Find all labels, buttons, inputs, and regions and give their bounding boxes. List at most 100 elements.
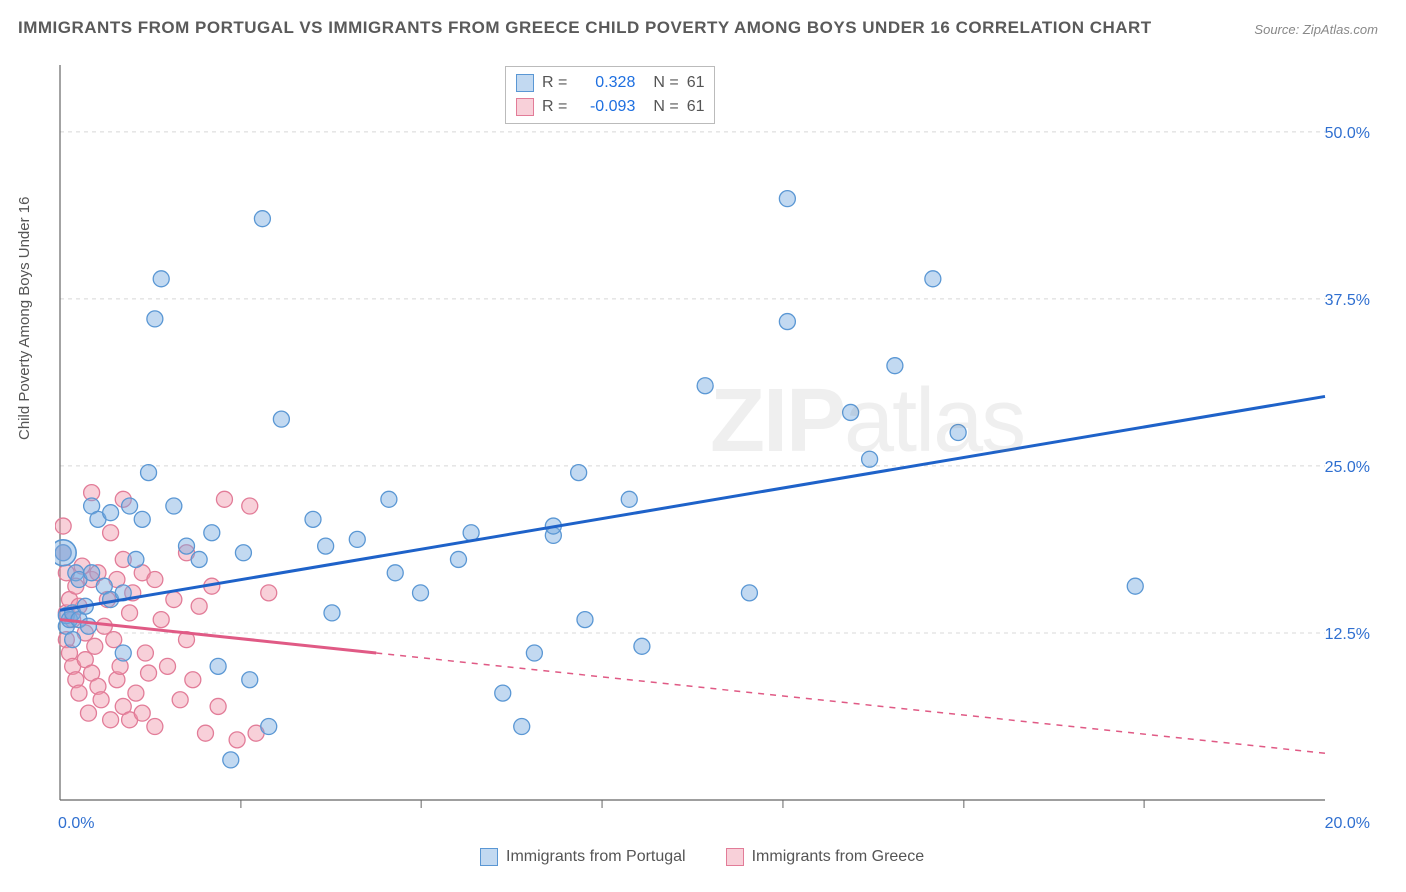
scatter-point: [634, 638, 650, 654]
scatter-plot: 12.5% 25.0% 37.5% 50.0% 0.0% 20.0%: [55, 60, 1375, 830]
scatter-point: [106, 632, 122, 648]
legend-series-label: Immigrants from Portugal: [506, 848, 686, 866]
scatter-point: [204, 525, 220, 541]
scatter-point: [526, 645, 542, 661]
legend-swatch: [516, 98, 534, 116]
scatter-point: [172, 692, 188, 708]
scatter-point: [210, 658, 226, 674]
scatter-point: [134, 511, 150, 527]
scatter-point: [349, 531, 365, 547]
legend-r-value: 0.328: [575, 71, 635, 95]
scatter-point: [179, 538, 195, 554]
legend-n-label: N =: [653, 95, 678, 119]
y-tick-label: 12.5%: [1325, 626, 1370, 643]
scatter-point: [147, 572, 163, 588]
legend-correlation-row: R = 0.328 N = 61: [516, 71, 704, 95]
scatter-point: [65, 632, 81, 648]
legend-correlation-row: R = -0.093 N = 61: [516, 95, 704, 119]
legend-series-label: Immigrants from Greece: [752, 848, 924, 866]
y-tick-label: 25.0%: [1325, 459, 1370, 476]
source-attribution: Source: ZipAtlas.com: [1254, 22, 1378, 37]
scatter-point: [84, 565, 100, 581]
chart-title: IMMIGRANTS FROM PORTUGAL VS IMMIGRANTS F…: [18, 18, 1152, 38]
scatter-point: [621, 491, 637, 507]
scatter-point: [843, 404, 859, 420]
scatter-point: [197, 725, 213, 741]
scatter-point: [305, 511, 321, 527]
legend-series-item: Immigrants from Greece: [726, 848, 924, 866]
scatter-point: [71, 685, 87, 701]
legend-swatch: [516, 74, 534, 92]
scatter-point: [80, 705, 96, 721]
scatter-point: [128, 685, 144, 701]
scatter-point: [514, 719, 530, 735]
x-tick-label: 0.0%: [58, 815, 94, 830]
legend-series-item: Immigrants from Portugal: [480, 848, 686, 866]
scatter-point: [1127, 578, 1143, 594]
scatter-point: [153, 612, 169, 628]
legend-r-value: -0.093: [575, 95, 635, 119]
y-tick-label: 50.0%: [1325, 125, 1370, 142]
x-tick-label: 20.0%: [1325, 815, 1370, 830]
scatter-point: [93, 692, 109, 708]
scatter-point: [147, 311, 163, 327]
scatter-point: [210, 698, 226, 714]
scatter-point: [191, 551, 207, 567]
scatter-point: [141, 465, 157, 481]
scatter-point: [134, 705, 150, 721]
scatter-point: [160, 658, 176, 674]
scatter-point: [141, 665, 157, 681]
scatter-point: [128, 551, 144, 567]
scatter-point: [223, 752, 239, 768]
scatter-point: [242, 498, 258, 514]
y-axis-label: Child Poverty Among Boys Under 16: [16, 197, 33, 440]
scatter-point: [103, 505, 119, 521]
scatter-point: [137, 645, 153, 661]
legend-swatch: [726, 848, 744, 866]
legend-n-value: 61: [687, 95, 705, 119]
scatter-point: [925, 271, 941, 287]
scatter-point: [413, 585, 429, 601]
scatter-point: [216, 491, 232, 507]
scatter-point: [741, 585, 757, 601]
scatter-point: [387, 565, 403, 581]
scatter-point: [495, 685, 511, 701]
scatter-point: [103, 712, 119, 728]
scatter-point: [122, 605, 138, 621]
scatter-point: [571, 465, 587, 481]
scatter-point: [697, 378, 713, 394]
scatter-point: [324, 605, 340, 621]
scatter-point: [235, 545, 251, 561]
scatter-point: [254, 211, 270, 227]
scatter-point: [779, 191, 795, 207]
scatter-point: [261, 585, 277, 601]
legend-n-label: N =: [653, 71, 678, 95]
scatter-point: [55, 518, 71, 534]
scatter-point: [450, 551, 466, 567]
scatter-point: [381, 491, 397, 507]
scatter-point: [122, 498, 138, 514]
scatter-point: [261, 719, 277, 735]
scatter-point: [229, 732, 245, 748]
legend-swatch: [480, 848, 498, 866]
scatter-point: [166, 498, 182, 514]
scatter-point: [273, 411, 289, 427]
legend-series: Immigrants from Portugal Immigrants from …: [480, 848, 924, 866]
scatter-point: [185, 672, 201, 688]
scatter-point: [950, 425, 966, 441]
scatter-point: [318, 538, 334, 554]
scatter-point: [147, 719, 163, 735]
scatter-point: [115, 645, 131, 661]
source-name: ZipAtlas.com: [1303, 22, 1378, 37]
legend-r-label: R =: [542, 95, 567, 119]
legend-r-label: R =: [542, 71, 567, 95]
scatter-point: [153, 271, 169, 287]
source-label: Source:: [1254, 22, 1299, 37]
scatter-point: [191, 598, 207, 614]
trend-line-extrapolated: [376, 653, 1325, 753]
scatter-point: [779, 314, 795, 330]
legend-n-value: 61: [687, 71, 705, 95]
y-tick-label: 37.5%: [1325, 292, 1370, 309]
scatter-point: [887, 358, 903, 374]
scatter-point: [242, 672, 258, 688]
